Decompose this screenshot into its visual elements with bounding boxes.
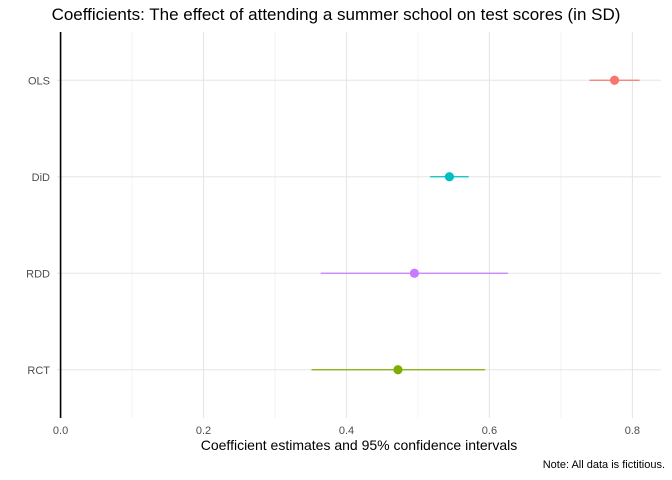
chart-caption: Note: All data is fictitious. (542, 459, 665, 471)
x-axis-label: Coefficient estimates and 95% confidence… (200, 437, 518, 453)
x-tick-label: 0.0 (53, 425, 68, 437)
y-axis-tick-labels: OLS DiD RDD RCT (26, 75, 50, 377)
minor-gridlines (131, 32, 562, 418)
y-tick-label: RDD (26, 268, 50, 280)
x-axis-tick-labels: 0.0 0.2 0.4 0.6 0.8 (53, 425, 640, 437)
x-tick-label: 0.6 (482, 425, 497, 437)
point-estimate-did (444, 172, 455, 182)
y-tick-label: OLS (28, 75, 50, 87)
x-tick-label: 0.4 (339, 425, 354, 437)
point-estimate-rdd (409, 268, 419, 278)
point-estimate-ols (609, 75, 620, 85)
x-tick-label: 0.2 (196, 425, 211, 437)
major-gridlines (57, 32, 661, 418)
point-estimate-rct (393, 365, 403, 375)
chart-title: Coefficients: The effect of attending a … (51, 5, 621, 24)
coefficient-marks (311, 75, 640, 375)
y-tick-label: DiD (32, 172, 50, 184)
x-tick-label: 0.8 (625, 425, 640, 437)
y-tick-label: RCT (27, 365, 50, 377)
